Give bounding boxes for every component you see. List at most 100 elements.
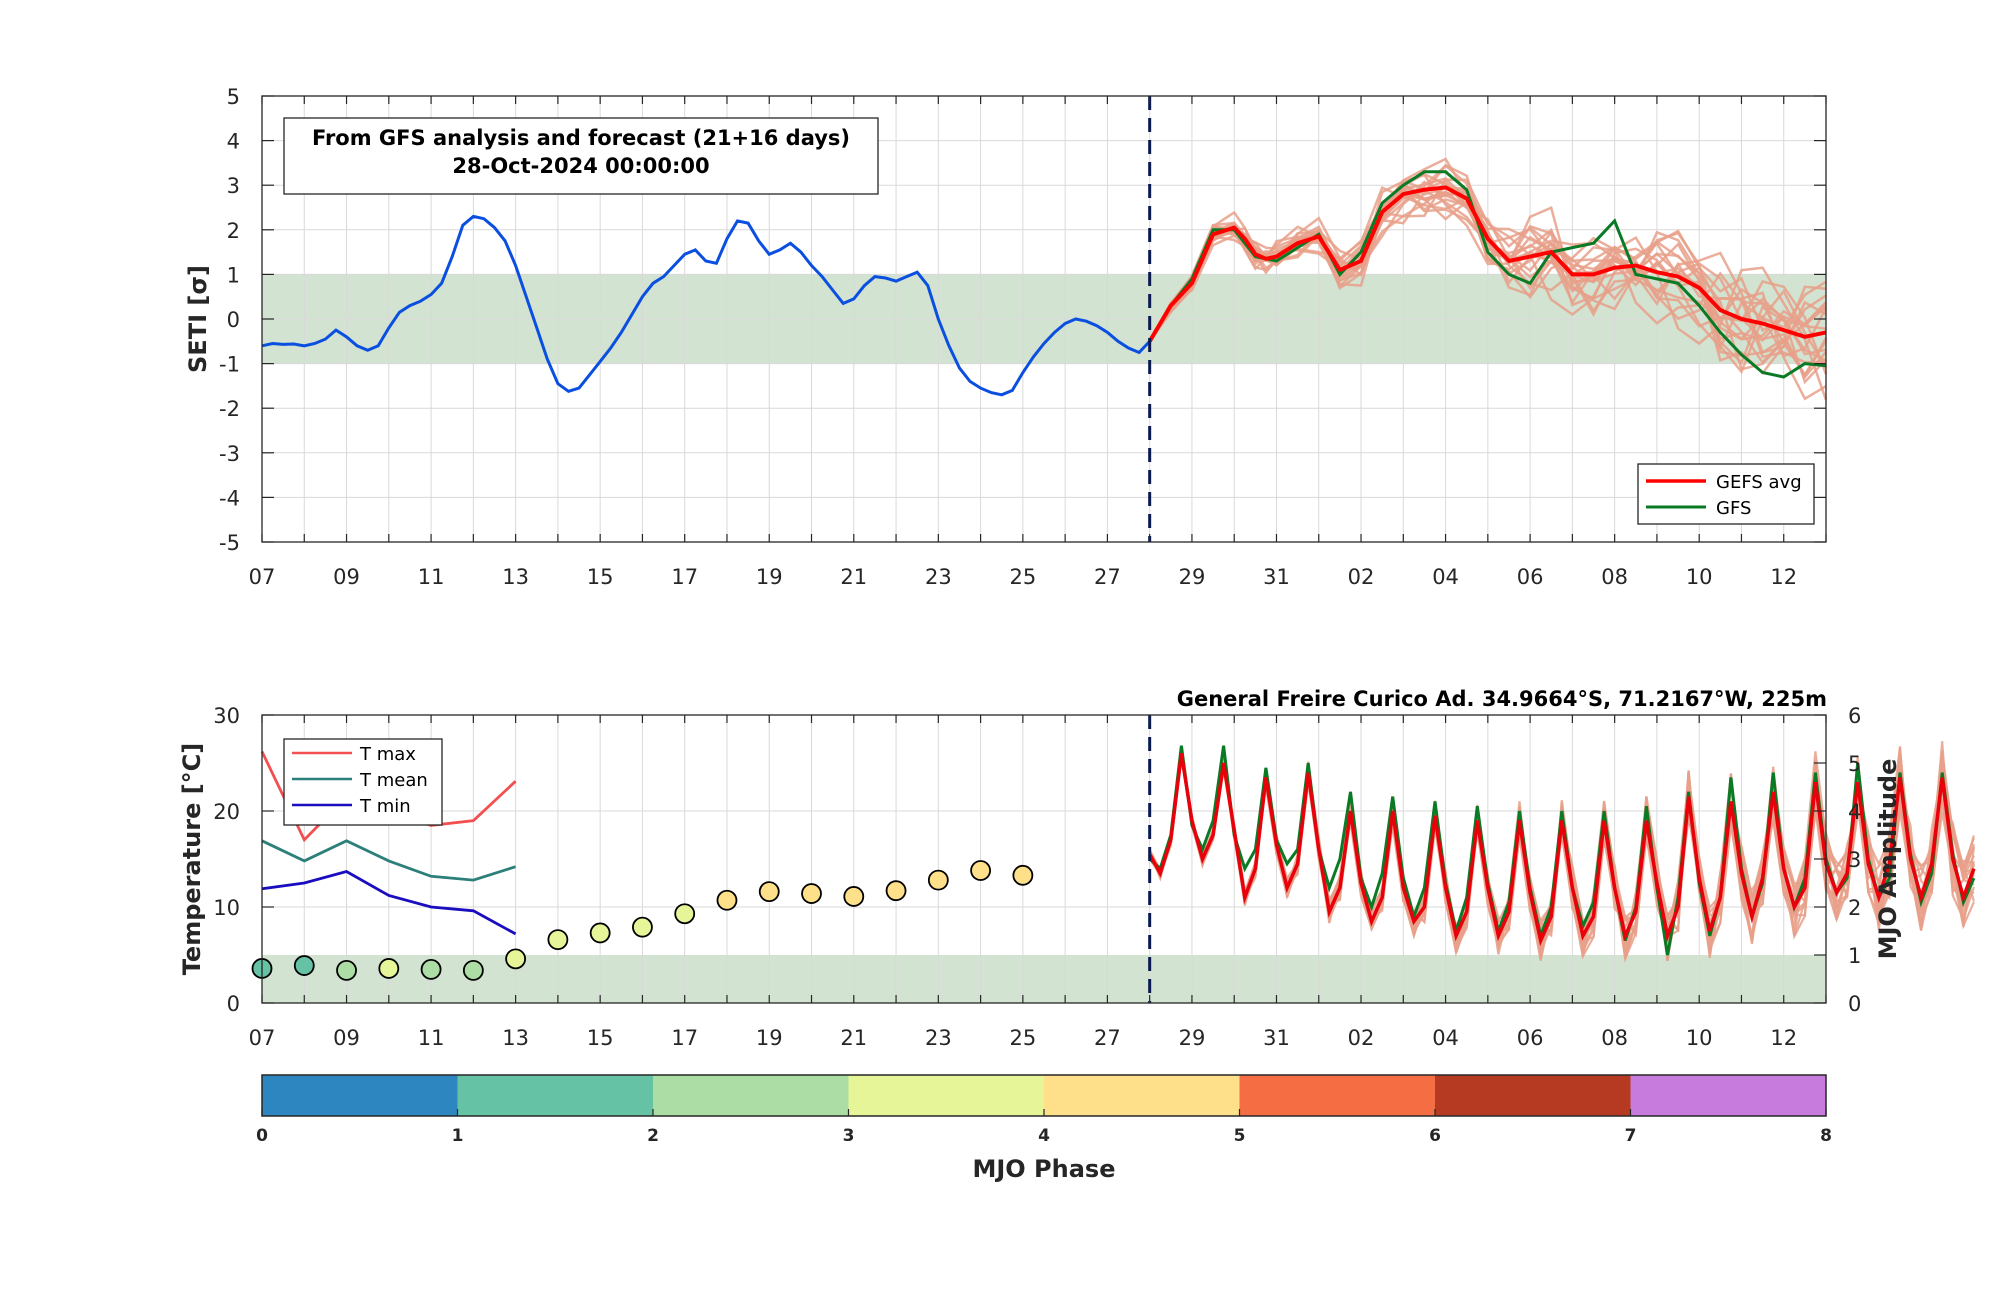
y-tick-label: 30 [213, 704, 240, 728]
colorbar-tick-label: 4 [1038, 1126, 1050, 1146]
colorbar-tick-label: 3 [843, 1126, 855, 1146]
mjo-point [843, 886, 865, 907]
x-tick-label: 08 [1601, 565, 1628, 589]
x-tick-label: 15 [587, 565, 614, 589]
y-tick-label: 3 [227, 174, 240, 198]
colorbar-segment [1435, 1075, 1631, 1116]
x-tick-label: 12 [1770, 1026, 1797, 1050]
x-tick-label: 29 [1179, 1026, 1206, 1050]
seti-x-tick-labels: 07 09 11 13 15 17 19 21 23 25 27 29 31 02 04 06 08 10 12 [249, 565, 1797, 589]
y-tick-label: 2 [227, 219, 240, 243]
mjo-point [970, 860, 991, 881]
x-tick-label: 10 [1686, 1026, 1713, 1050]
x-tick-label: 29 [1179, 565, 1206, 589]
x-tick-label: 12 [1770, 565, 1797, 589]
y-tick-label: -3 [219, 442, 240, 466]
x-tick-label: 17 [671, 1026, 698, 1050]
colorbar-tick-label: 7 [1625, 1126, 1637, 1146]
legend-tmin-label: T min [359, 796, 411, 817]
x-tick-label: 09 [333, 565, 360, 589]
mjo-point [378, 958, 400, 979]
x-tick-label: 27 [1094, 565, 1121, 589]
x-tick-label: 31 [1263, 1026, 1290, 1050]
legend-gfs-label: GFS [1716, 498, 1751, 519]
info-box-line-1: From GFS analysis and forecast (21+16 da… [312, 126, 850, 150]
y2-tick-label: 6 [1848, 704, 1861, 728]
x-tick-label: 02 [1348, 565, 1375, 589]
mjo-point [420, 959, 442, 980]
colorbar-segment [1239, 1075, 1436, 1116]
gefs-temperature-line [1148, 753, 1976, 947]
y-tick-label: -1 [219, 353, 240, 377]
mjo-point [462, 959, 484, 981]
seti-y-tick-labels: -5 -4 -3 -2 -1 0 1 2 3 4 5 [219, 85, 240, 555]
y-tick-label: 0 [227, 308, 240, 332]
x-tick-label: 19 [756, 1026, 783, 1050]
y-tick-label: 4 [227, 130, 240, 154]
y-tick-label: 10 [213, 896, 240, 920]
y2-tick-label: 3 [1848, 848, 1861, 872]
mjo-phase-colorbar: 0 1 2 3 4 5 6 7 8 MJO Phase [256, 1074, 1832, 1183]
x-tick-label: 08 [1601, 1026, 1628, 1050]
y-tick-label: 1 [227, 263, 240, 287]
y2-tick-label: 0 [1848, 992, 1861, 1016]
legend-gefs-avg-label: GEFS avg [1716, 472, 1802, 493]
mjo-amplitude-axis-label: MJO Amplitude [1874, 759, 1902, 960]
x-tick-label: 23 [925, 565, 952, 589]
x-tick-label: 17 [671, 565, 698, 589]
x-tick-label: 06 [1517, 1026, 1544, 1050]
x-tick-label: 25 [1009, 1026, 1036, 1050]
mjo-point [927, 869, 949, 891]
x-tick-label: 02 [1348, 1026, 1375, 1050]
temperature-ticks [261, 714, 1827, 1004]
gefs-avg-line [1147, 185, 1827, 343]
colorbar-tick-label: 8 [1820, 1126, 1832, 1146]
temperature-legend: T max T mean T min [283, 738, 443, 826]
y2-tick-label: 1 [1848, 944, 1861, 968]
mjo-point [632, 916, 653, 938]
station-title: General Freire Curico Ad. 34.9664°S, 71.… [1177, 687, 1827, 711]
legend-tmean-label: T mean [359, 770, 428, 791]
info-box: From GFS analysis and forecast (21+16 da… [283, 117, 879, 195]
x-tick-label: 09 [333, 1026, 360, 1050]
mjo-point [758, 881, 780, 903]
y-tick-label: 5 [227, 85, 240, 109]
y-tick-label: -5 [219, 531, 240, 555]
x-tick-label: 10 [1686, 565, 1713, 589]
temperature-x-tick-labels: 07 09 11 13 15 17 19 21 23 25 27 29 31 02 04 06 08 10 12 [249, 1026, 1797, 1050]
x-tick-label: 21 [840, 565, 867, 589]
mjo-weak-band [262, 955, 1826, 1003]
y2-tick-label: 4 [1848, 800, 1861, 824]
y2-tick-label: 2 [1848, 896, 1861, 920]
mjo-point [293, 955, 315, 976]
tmin-line [261, 869, 517, 936]
mjo-point [674, 903, 696, 925]
mjo-point [589, 922, 611, 944]
mjo-point [801, 883, 822, 904]
y-tick-label: 0 [227, 992, 240, 1016]
colorbar-tick-label: 6 [1429, 1126, 1441, 1146]
seti-legend: GEFS avg GFS [1637, 463, 1815, 525]
x-tick-label: 19 [756, 565, 783, 589]
x-tick-label: 11 [418, 1026, 445, 1050]
colorbar-tick-label: 5 [1234, 1126, 1246, 1146]
colorbar-tick-label: 1 [452, 1126, 464, 1146]
x-tick-label: 23 [925, 1026, 952, 1050]
x-tick-label: 25 [1009, 565, 1036, 589]
mjo-point [885, 880, 907, 902]
x-tick-label: 07 [249, 1026, 276, 1050]
y2-tick-label: 5 [1848, 752, 1861, 776]
x-tick-label: 11 [418, 565, 445, 589]
mjo-point [505, 948, 527, 970]
seti-y-axis-label: SETI [σ] [184, 265, 212, 373]
x-tick-label: 06 [1517, 565, 1544, 589]
ensemble-member-line [1148, 173, 1827, 365]
mjo-point [547, 929, 569, 951]
mjo-point [1012, 864, 1034, 886]
legend-tmax-label: T max [359, 744, 416, 765]
temperature-y-axis-label: Temperature [°C] [178, 743, 206, 976]
ensemble-member-line [1148, 163, 1827, 401]
x-tick-label: 13 [502, 565, 529, 589]
